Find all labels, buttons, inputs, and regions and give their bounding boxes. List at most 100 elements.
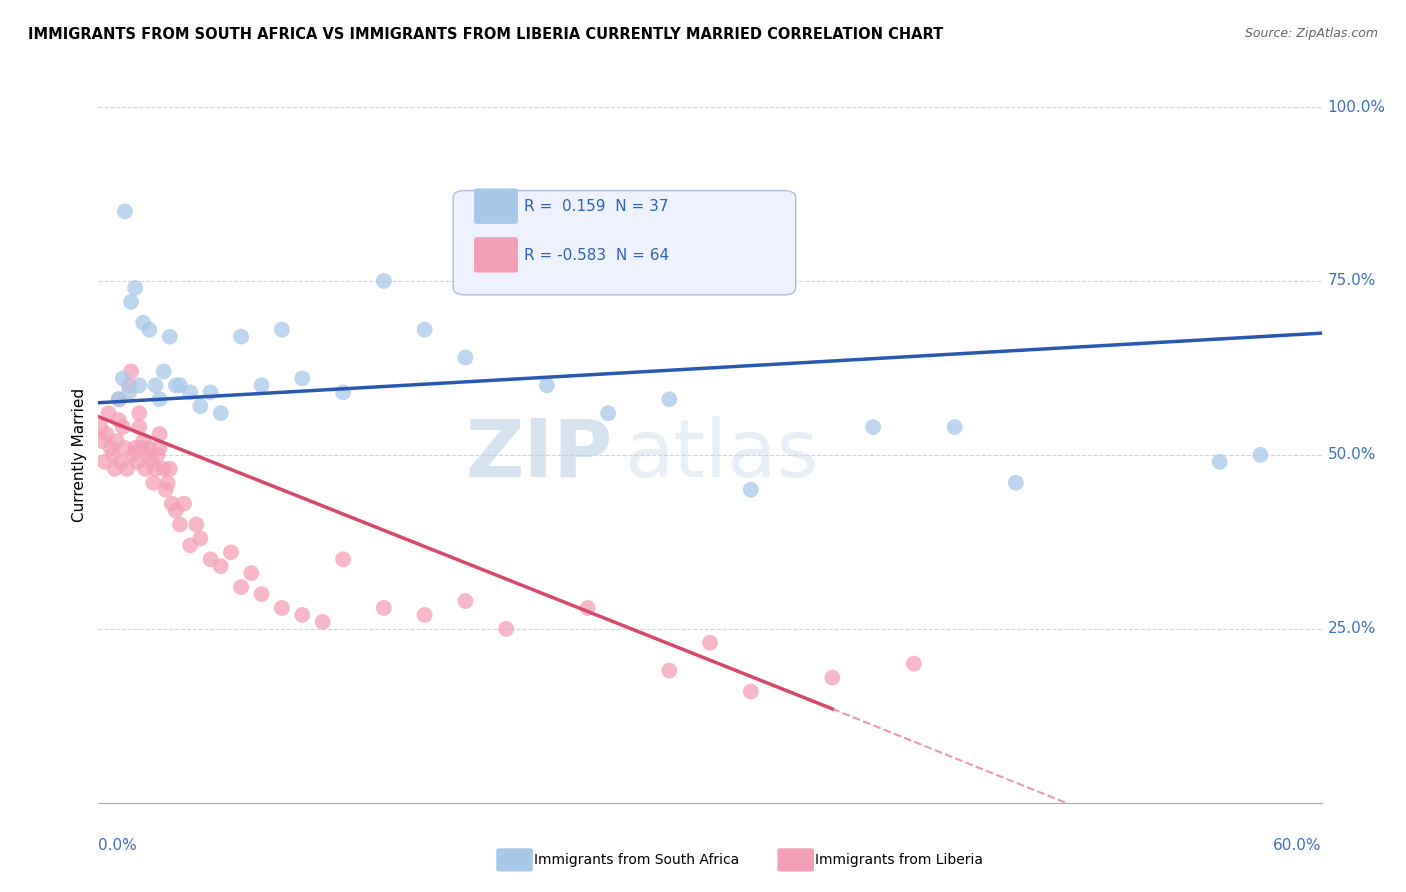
Point [108,392,131,407]
Point [1209,455,1232,469]
Point [156,475,179,490]
Point [118,385,141,400]
Point [152,364,174,378]
Point [173,497,195,511]
Point [142,475,165,490]
Point [101,448,124,462]
Point [149,392,172,407]
Point [943,420,966,434]
Point [373,601,395,615]
Point [132,316,155,330]
Point [120,364,142,378]
Point [270,601,294,615]
Point [903,657,925,671]
Point [200,385,222,400]
Point [179,385,201,400]
Point [413,607,436,622]
Point [332,385,354,400]
Point [149,441,172,455]
Text: ZIP: ZIP [465,416,612,494]
Point [136,448,159,462]
Point [454,351,477,365]
Point [231,329,253,343]
Point [169,517,191,532]
Point [114,441,136,455]
Point [128,420,150,434]
Text: R = -0.583  N = 64: R = -0.583 N = 64 [524,248,669,263]
Point [373,274,395,288]
Point [120,294,142,309]
Point [160,497,183,511]
Point [105,434,128,448]
Point [821,671,844,685]
Point [138,441,160,455]
Point [114,204,136,219]
Point [155,483,177,497]
Point [146,448,169,462]
Point [250,378,273,392]
Point [658,392,681,407]
Point [138,323,160,337]
Point [145,462,167,476]
Point [134,462,156,476]
Point [145,378,167,392]
Point [152,462,174,476]
Point [231,580,253,594]
Point [89,420,111,434]
Point [495,267,517,281]
Point [454,594,477,608]
Point [141,455,163,469]
Text: 100.0%: 100.0% [1327,100,1386,114]
Point [209,559,232,574]
Point [132,434,155,448]
Point [108,392,131,407]
Point [108,413,131,427]
Point [91,434,114,448]
Point [111,420,134,434]
Point [124,441,146,455]
Point [165,378,187,392]
Point [209,406,232,420]
Point [186,517,208,532]
Point [110,455,132,469]
Text: R =  0.159  N = 37: R = 0.159 N = 37 [524,199,669,214]
Point [658,664,681,678]
Point [536,378,558,392]
Point [250,587,273,601]
Point [97,406,120,420]
Point [291,607,314,622]
Point [240,566,263,581]
Text: atlas: atlas [624,416,818,494]
Point [270,323,294,337]
Point [699,636,721,650]
Point [127,455,149,469]
Point [862,420,884,434]
Point [159,462,181,476]
Text: Source: ZipAtlas.com: Source: ZipAtlas.com [1244,27,1378,40]
Point [1249,448,1271,462]
FancyBboxPatch shape [474,188,517,224]
Point [124,281,146,295]
Y-axis label: Currently Married: Currently Married [72,388,87,522]
Text: 0.0%: 0.0% [98,838,138,853]
Text: 75.0%: 75.0% [1327,274,1376,288]
Text: 50.0%: 50.0% [1327,448,1376,462]
Point [93,455,115,469]
Point [200,552,222,566]
Point [332,552,354,566]
Point [118,378,141,392]
Point [188,399,212,413]
Point [104,462,127,476]
Point [122,448,145,462]
Point [100,441,122,455]
Point [740,684,762,698]
Point [598,406,620,420]
Point [413,323,436,337]
Point [188,532,212,546]
Point [576,601,599,615]
FancyBboxPatch shape [453,191,796,295]
Point [219,545,242,559]
Point [169,378,191,392]
Text: 60.0%: 60.0% [1274,838,1322,853]
Point [128,378,150,392]
